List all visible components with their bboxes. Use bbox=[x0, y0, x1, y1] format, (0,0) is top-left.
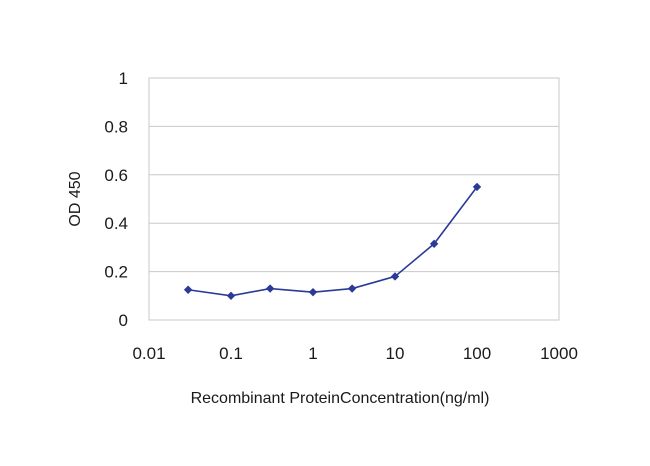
data-point bbox=[390, 272, 400, 281]
x-tick-label: 1000 bbox=[540, 344, 578, 363]
x-tick-label: 1 bbox=[308, 344, 317, 363]
plot-area bbox=[148, 77, 560, 321]
x-axis-label: Recombinant ProteinConcentration(ng/ml) bbox=[191, 390, 490, 407]
y-tick-label: 0.4 bbox=[104, 214, 128, 233]
y-tick-label: 0.2 bbox=[104, 263, 128, 282]
x-tick-label: 100 bbox=[463, 344, 491, 363]
y-tick-label: 0.8 bbox=[104, 117, 128, 136]
y-tick-label: 0 bbox=[119, 311, 128, 330]
data-point bbox=[429, 239, 439, 248]
data-point bbox=[183, 285, 193, 294]
y-tick-label: 0.6 bbox=[104, 166, 128, 185]
x-tick-label: 0.1 bbox=[219, 344, 243, 363]
data-point bbox=[226, 291, 236, 300]
y-tick-label: 1 bbox=[119, 69, 128, 88]
series-line bbox=[188, 186, 478, 297]
y-axis: 0 0.2 0.4 0.6 0.8 1 bbox=[104, 69, 128, 330]
y-axis-label: OD 450 bbox=[67, 171, 84, 226]
data-point bbox=[265, 284, 275, 293]
data-point bbox=[347, 284, 357, 293]
x-tick-label: 0.01 bbox=[132, 344, 165, 363]
series-group bbox=[183, 182, 482, 300]
data-point bbox=[472, 182, 482, 192]
x-tick-label: 10 bbox=[386, 344, 405, 363]
data-point bbox=[308, 287, 318, 297]
x-axis: 0.01 0.1 1 10 100 1000 bbox=[132, 344, 577, 363]
gridlines bbox=[149, 125, 559, 273]
